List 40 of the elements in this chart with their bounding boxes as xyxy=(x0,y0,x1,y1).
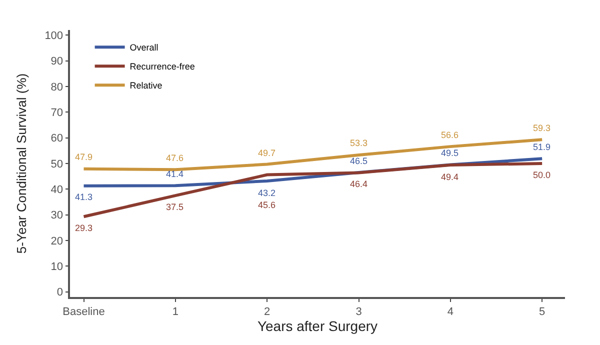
y-tick-label: 50 xyxy=(50,158,64,170)
x-tick-label: Baseline xyxy=(62,306,105,318)
x-axis-title: Years after Surgery xyxy=(257,318,378,334)
y-tick-label: 0 xyxy=(56,286,64,299)
y-tick-label: 70 xyxy=(50,107,64,119)
data-label: 56.6 xyxy=(441,130,459,140)
data-label: 43.2 xyxy=(258,188,276,198)
x-tick-label: 3 xyxy=(356,306,362,318)
data-label: 47.6 xyxy=(166,153,184,163)
y-tick-label: 60 xyxy=(50,132,64,145)
x-tick-label: 5 xyxy=(539,306,546,318)
y-tick-label: 20 xyxy=(50,235,64,248)
data-label: 49.5 xyxy=(441,148,459,158)
data-label: 37.5 xyxy=(166,202,184,212)
data-label: 46.5 xyxy=(350,156,368,166)
y-tick-label: 40 xyxy=(50,184,64,196)
data-label: 59.3 xyxy=(533,123,551,133)
x-tick-label: 2 xyxy=(264,306,270,318)
y-tick-label: 80 xyxy=(50,81,64,94)
y-tick-label: 10 xyxy=(50,261,64,274)
data-label: 53.3 xyxy=(350,138,368,148)
x-tick-label: 4 xyxy=(447,306,454,318)
legend-label: Recurrence-free xyxy=(130,62,195,72)
y-tick-label: 100 xyxy=(44,30,64,42)
data-label: 51.9 xyxy=(533,142,551,152)
legend-label: Relative xyxy=(130,80,162,91)
data-label: 41.4 xyxy=(166,169,184,179)
data-label: 46.4 xyxy=(350,179,368,189)
data-label: 29.3 xyxy=(75,223,93,233)
data-label: 50.0 xyxy=(533,170,551,180)
data-label: 41.3 xyxy=(75,192,93,202)
data-label: 45.6 xyxy=(258,200,276,210)
data-label: 49.4 xyxy=(441,172,459,182)
y-tick-label: 90 xyxy=(50,56,64,68)
data-label: 47.9 xyxy=(75,152,93,162)
data-label: 49.7 xyxy=(258,148,276,158)
y-axis-title: 5-Year Conditional Survival (%) xyxy=(14,73,30,254)
y-tick-label: 30 xyxy=(50,210,64,222)
legend-label: Overall xyxy=(130,42,158,53)
x-tick-label: 1 xyxy=(172,306,178,318)
